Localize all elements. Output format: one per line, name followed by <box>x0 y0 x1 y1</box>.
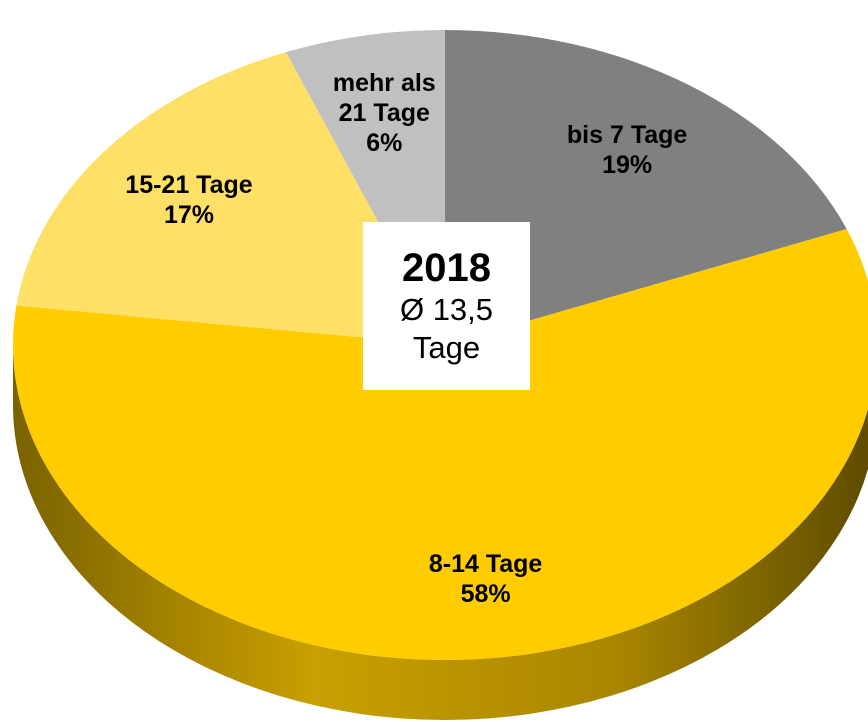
slice-category: 8-14 Tage <box>428 550 543 579</box>
slice-label: mehr als 21 Tage 6% <box>324 68 444 158</box>
slice-category: bis 7 Tage <box>566 120 688 149</box>
slice-value: 6% <box>366 128 403 157</box>
slice-label: 8-14 Tage 58% <box>429 549 542 609</box>
pie-slice <box>445 30 847 345</box>
slice-label: 15-21 Tage 17% <box>125 170 252 230</box>
slice-value: 19% <box>602 150 653 179</box>
pie-slice <box>16 52 446 345</box>
slice-category: 15-21 Tage <box>125 171 253 200</box>
slice-value: 58% <box>460 580 511 609</box>
pie-side <box>13 345 868 720</box>
center-text: Ø 13,5 Tage <box>399 292 494 365</box>
center-title: 2018 <box>402 246 491 290</box>
slice-label: bis 7 Tage 19% <box>567 120 687 180</box>
slice-value: 17% <box>163 201 215 230</box>
slice-category: mehr als 21 Tage <box>332 68 436 127</box>
pie-slice <box>13 229 868 660</box>
center-box: 2018 Ø 13,5 Tage <box>363 222 530 390</box>
